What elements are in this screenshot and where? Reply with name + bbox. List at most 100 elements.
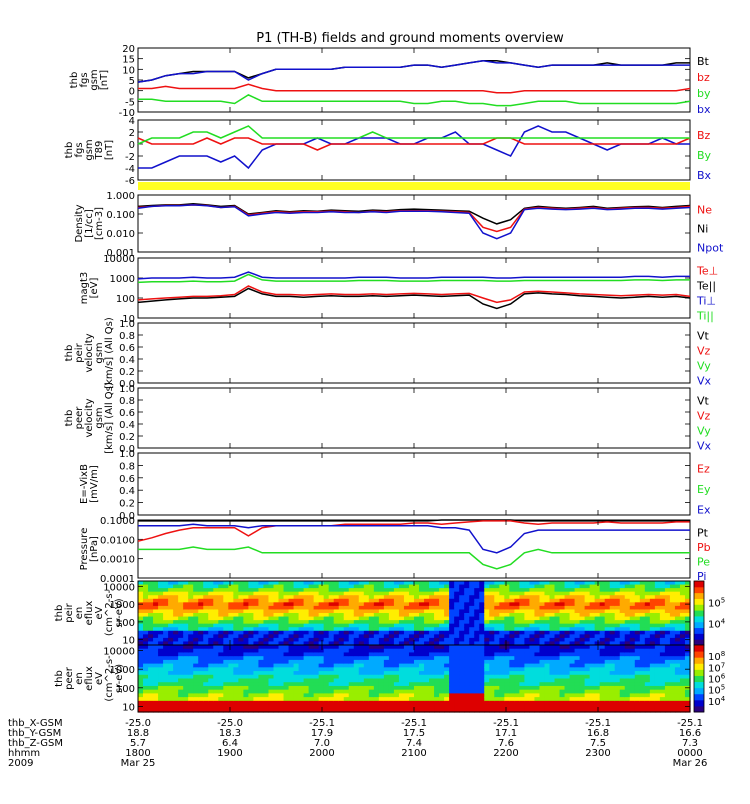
spectrogram-cell [429,645,435,650]
spectrogram-cell [459,667,465,672]
spectrogram-cell [383,613,390,618]
spectrogram-cell [248,637,255,643]
spectrogram-cell [403,700,410,706]
spectrogram-cell [273,674,280,680]
spectrogram-cell [489,634,495,639]
spectrogram-cell [218,605,224,611]
spectrogram-cell [363,689,370,694]
spectrogram-cell [358,685,365,691]
spectrogram-cell [278,591,285,596]
spectrogram-cell [143,613,149,618]
spectrogram-cell [579,697,586,702]
spectrogram-cell [434,634,440,639]
spectrogram-cell [519,630,525,635]
spectrogram-cell [564,697,571,702]
spectrogram-cell [424,627,430,632]
spectrogram-cell [273,652,280,657]
spectrogram-cell [624,667,631,672]
spectrogram-cell [293,623,300,628]
spectrogram-cell [574,605,581,611]
spectrogram-cell [584,598,591,603]
spectrogram-cell [599,595,606,600]
spectrogram-cell [624,602,631,607]
spectrogram-cell [323,641,330,646]
spectrogram-cell [353,671,360,676]
spectrogram-cell [358,708,365,713]
spectrogram-cell [388,693,395,698]
spectrogram-cell [193,700,199,706]
spectrogram-cell [318,704,325,709]
spectrogram-cell [238,605,244,611]
spectrogram-cell [419,623,425,628]
spectrogram-cell [679,671,686,676]
spectrogram-cell [403,616,410,621]
spectrogram-cell [654,667,661,672]
spectrogram-cell [243,616,249,621]
spectrogram-cell [514,634,520,639]
spectrogram-cell [173,678,179,683]
spectrogram-cell [624,674,631,680]
spectrogram-cell [338,591,345,596]
spectrogram-cell [614,667,621,672]
spectrogram-cell [293,693,300,698]
spectrogram-cell [288,671,295,676]
spectrogram-cell [353,645,360,650]
spectrogram-cell [479,648,485,654]
spectrogram-cell [383,581,390,586]
spectrogram-cell [393,602,400,607]
y-tick-label: 10 [122,65,135,76]
spectrogram-cell [454,637,460,643]
spectrogram-cell [624,700,631,706]
spectrogram-cell [313,671,320,676]
spectrogram-cell [654,685,661,691]
spectrogram-cell [674,700,681,706]
spectrogram-cell [178,623,184,628]
spectrogram-cell [158,693,164,698]
spectrogram-cell [629,645,636,650]
y-tick-label: 15 [122,55,135,66]
spectrogram-cell [459,674,465,680]
spectrogram-cell [429,627,435,632]
spectrogram-cell [494,667,500,672]
spectrogram-cell [444,602,450,607]
spectrogram-cell [609,630,616,635]
spectrogram-cell [338,634,345,639]
spectrogram-cell [138,645,144,650]
spectrogram-cell [489,641,495,646]
spectrogram-cell [363,634,370,639]
spectrogram-cell [308,659,315,665]
spectrogram-cell [479,641,485,646]
spectrogram-cell [684,659,691,665]
spectrogram-cell [393,605,400,611]
spectrogram-cell [168,591,174,596]
spectrogram-cell [544,693,551,698]
spectrogram-cell [378,581,385,586]
spectrogram-cell [564,623,571,628]
spectrogram-cell [363,697,370,702]
spectrogram-cell [624,584,631,589]
spectrogram-cell [639,605,646,611]
spectrogram-cell [684,595,691,600]
spectrogram-cell [504,689,510,694]
colorbar-segment [694,615,704,623]
spectrogram-cell [343,689,350,694]
spectrogram-cell [679,584,686,589]
spectrogram-cell [519,609,525,614]
spectrogram-cell [343,656,350,661]
spectrogram-cell [273,591,280,596]
spectrogram-cell [639,678,646,683]
spectrogram-cell [378,630,385,635]
spectrogram-cell [464,609,470,614]
spectrogram-cell [323,682,330,687]
spectrogram-cell [619,641,626,646]
spectrogram-cell [258,620,265,625]
spectrogram-cell [539,591,546,596]
colorbar-segment [694,699,704,707]
y-tick-label: 100 [116,618,135,629]
spectrogram-cell [664,678,671,683]
spectrogram-cell [393,652,400,657]
colorbar-tick-label: 108 [708,650,725,663]
spectrogram-cell [278,595,285,600]
spectrogram-cell [403,685,410,691]
spectrogram-cell [449,613,455,618]
